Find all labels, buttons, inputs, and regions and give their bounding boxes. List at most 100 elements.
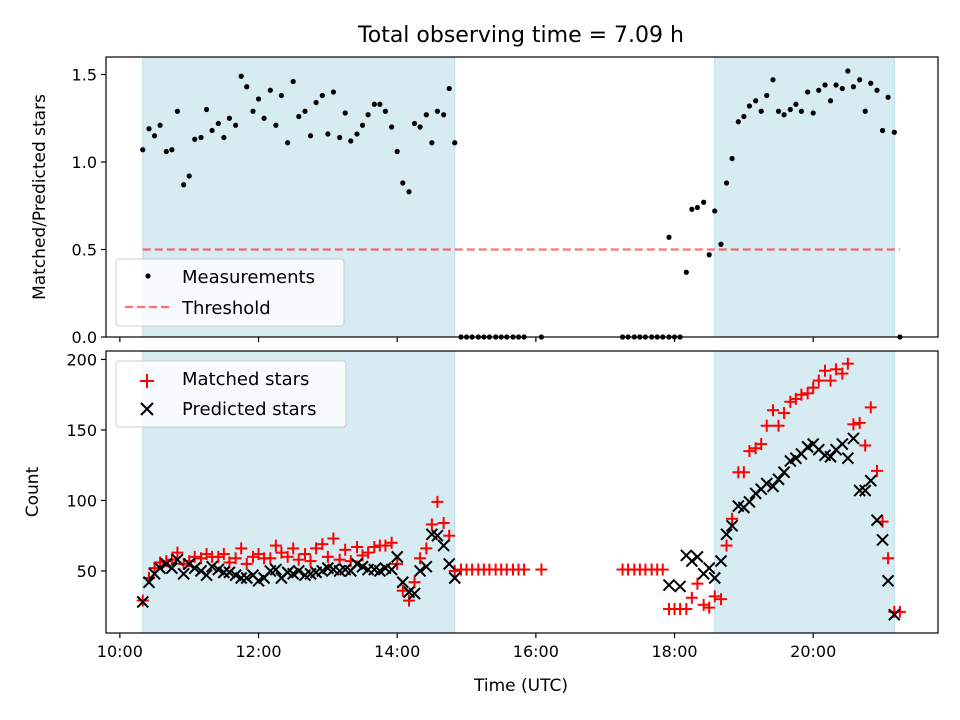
measurement-point	[845, 68, 851, 74]
measurement-point	[285, 140, 291, 146]
measurement-point	[174, 108, 181, 114]
ratio-panel: 0.0 0.5 1.0 1.5 Matched/Predicted stars Mea…	[30, 56, 939, 347]
y-tick-label: 150	[66, 421, 97, 440]
matched-star-point	[818, 364, 831, 377]
matched-star-point	[680, 603, 693, 616]
measurement-point	[244, 84, 250, 90]
measurement-point	[226, 115, 233, 121]
measurement-point	[365, 112, 371, 118]
predicted-star-point	[864, 474, 877, 487]
measurement-point	[718, 241, 724, 247]
predicted-star-point	[408, 587, 421, 600]
measurement-point	[723, 180, 730, 186]
predicted-star-point	[153, 561, 167, 575]
ratio-legend: Measurements Threshold	[115, 258, 345, 327]
matched-star-point	[304, 555, 317, 568]
measurement-point	[701, 199, 707, 205]
measurement-point	[879, 127, 886, 134]
predicted-star-point	[673, 580, 687, 593]
predicted-star-point	[136, 595, 149, 609]
predicted-star-point	[870, 513, 884, 527]
measurement-point	[712, 208, 718, 214]
matched-star-point	[310, 542, 323, 555]
x-tick-label: 16:00	[513, 642, 559, 661]
matched-star-point	[824, 374, 837, 387]
predicted-star-point	[708, 571, 721, 585]
measurement-point	[781, 112, 787, 118]
x-axis-label: Time (UTC)	[473, 676, 568, 696]
measurement-point	[862, 108, 868, 114]
measurement-point	[203, 106, 210, 113]
matched-star-point	[200, 548, 213, 561]
matched-star-point	[281, 550, 294, 563]
chart-title: Total observing time = 7.09 h	[357, 23, 684, 48]
measurement-point	[666, 234, 672, 240]
measurement-point	[382, 108, 389, 114]
legend-matched-label: Matched stars	[182, 369, 309, 390]
matched-star-point	[171, 546, 184, 559]
ratio-y-axis-label: Matched/Predicted stars	[30, 94, 50, 300]
measurement-point	[273, 122, 279, 128]
predicted-star-point	[142, 576, 156, 589]
measurement-point	[140, 147, 146, 153]
matched-star-point	[836, 367, 849, 380]
matched-star-point	[316, 538, 329, 551]
predicted-star-point	[165, 561, 179, 575]
matched-star-point	[807, 381, 820, 394]
matched-star-point	[275, 546, 288, 559]
measurement-point	[354, 131, 360, 137]
measurement-point	[394, 148, 400, 155]
matched-star-point	[766, 404, 779, 417]
predicted-star-point	[396, 576, 409, 589]
count-panel: 50 100 150 200 10:00 12:00 14:00 16:00 18:00 20:…	[23, 350, 939, 661]
predicted-star-point	[442, 557, 456, 571]
matched-star-point	[235, 542, 248, 555]
matched-star-point	[287, 542, 300, 555]
measurement-point	[371, 101, 377, 107]
measurement-point	[250, 108, 256, 114]
measurement-point	[423, 112, 429, 118]
measurement-point	[169, 147, 175, 153]
y-tick-label: 1.0	[72, 153, 97, 172]
measurement-point	[261, 115, 267, 121]
measurement-point	[793, 101, 799, 107]
y-tick-label: 200	[66, 350, 97, 369]
predicted-star-point	[777, 466, 791, 479]
predicted-star-point	[413, 564, 427, 578]
measurement-point	[330, 89, 337, 95]
measurement-point	[827, 98, 834, 104]
measurement-point	[729, 155, 735, 162]
predicted-star-point	[177, 567, 190, 580]
measurement-point	[151, 133, 158, 139]
predicted-star-point	[171, 553, 184, 566]
matched-star-point	[269, 539, 282, 552]
y-tick-label: 0.0	[72, 328, 97, 347]
legend-predicted-marker	[140, 402, 154, 416]
matched-star-point	[841, 357, 854, 370]
matched-star-point	[362, 546, 375, 559]
predicted-star-point	[217, 566, 231, 579]
predicted-star-point	[200, 568, 213, 582]
matched-star-point	[812, 374, 825, 387]
measurement-point	[683, 269, 689, 275]
measurement-point	[857, 77, 863, 83]
measurement-point	[267, 87, 273, 93]
predicted-star-point	[234, 571, 248, 585]
measurement-point	[839, 85, 845, 92]
measurement-point	[694, 204, 701, 211]
measurement-point	[389, 124, 395, 130]
measurement-point	[400, 180, 406, 186]
matched-star-point	[327, 532, 340, 545]
matched-star-point	[737, 466, 750, 479]
predicted-star-point	[702, 561, 716, 575]
measurement-point	[146, 126, 152, 132]
x-tick-label: 12:00	[235, 642, 281, 661]
legend-predicted-label: Predicted stars	[182, 399, 316, 420]
predicted-star-point	[420, 560, 433, 573]
measurement-point	[746, 103, 753, 109]
predicted-star-point	[223, 566, 236, 579]
matched-star-point	[535, 563, 548, 576]
measurement-point	[434, 108, 441, 114]
legend-measurements-label: Measurements	[182, 267, 315, 288]
matched-star-point	[223, 556, 236, 569]
